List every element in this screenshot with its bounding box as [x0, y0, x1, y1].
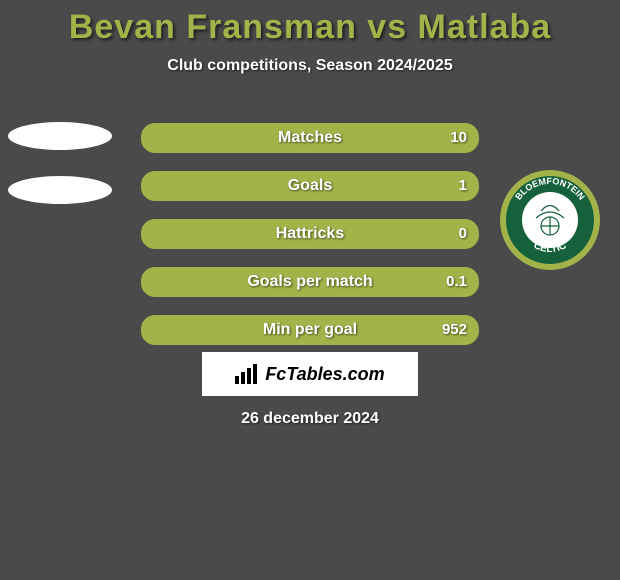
date-text: 26 december 2024	[0, 410, 620, 428]
stat-row: Goals1	[140, 170, 480, 202]
club-badge-svg: BLOEMFONTEIN CELTIC	[500, 170, 600, 270]
player-left-placeholders	[8, 122, 118, 230]
page-subtitle: Club competitions, Season 2024/2025	[0, 57, 620, 75]
placeholder-ellipse	[8, 122, 112, 150]
attribution-box: FcTables.com	[202, 352, 418, 396]
stat-label: Goals	[141, 171, 479, 201]
stat-row: Goals per match0.1	[140, 266, 480, 298]
attribution-text: FcTables.com	[265, 364, 384, 385]
stat-value-right: 0	[459, 219, 467, 249]
stat-rows: Matches10Goals1Hattricks0Goals per match…	[140, 122, 480, 362]
stat-value-right: 952	[442, 315, 467, 345]
stat-label: Goals per match	[141, 267, 479, 297]
stat-label: Matches	[141, 123, 479, 153]
page-title: Bevan Fransman vs Matlaba	[0, 0, 620, 47]
stat-row: Min per goal952	[140, 314, 480, 346]
placeholder-ellipse	[8, 176, 112, 204]
comparison-infographic: Bevan Fransman vs Matlaba Club competiti…	[0, 0, 620, 580]
bars-icon	[235, 364, 259, 384]
stat-label: Hattricks	[141, 219, 479, 249]
stat-value-right: 10	[450, 123, 467, 153]
club-badge-right: BLOEMFONTEIN CELTIC	[500, 170, 600, 270]
stat-row: Hattricks0	[140, 218, 480, 250]
stat-row: Matches10	[140, 122, 480, 154]
stat-label: Min per goal	[141, 315, 479, 345]
stat-value-right: 0.1	[446, 267, 467, 297]
stat-value-right: 1	[459, 171, 467, 201]
